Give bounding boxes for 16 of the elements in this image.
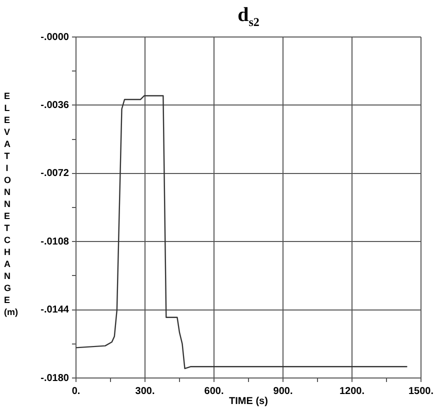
y-tick-label: -.0108 <box>40 236 70 248</box>
y-tick-label: -.0000 <box>40 32 70 43</box>
x-tick-label: 900. <box>273 386 293 397</box>
x-tick-label: 300. <box>135 386 155 397</box>
y-tick-label: -.0180 <box>40 372 70 384</box>
line-series <box>76 95 408 370</box>
chart-title: d$_{s2}$ <box>236 4 260 30</box>
x-axis-title: TIME (s) <box>228 396 269 407</box>
y-tick-label: -.0144 <box>40 304 70 316</box>
x-tick-label: 0. <box>72 386 80 397</box>
y-tick-label: -.0036 <box>40 100 70 111</box>
y-tick-label: -.0072 <box>40 168 70 180</box>
text: ELEVATION NET CHANGE (m) <box>4 91 18 317</box>
x-tick-label: 1200. <box>339 386 365 397</box>
x-tick-label: 600. <box>204 386 224 397</box>
x-tick-label: 1500. <box>408 386 434 397</box>
